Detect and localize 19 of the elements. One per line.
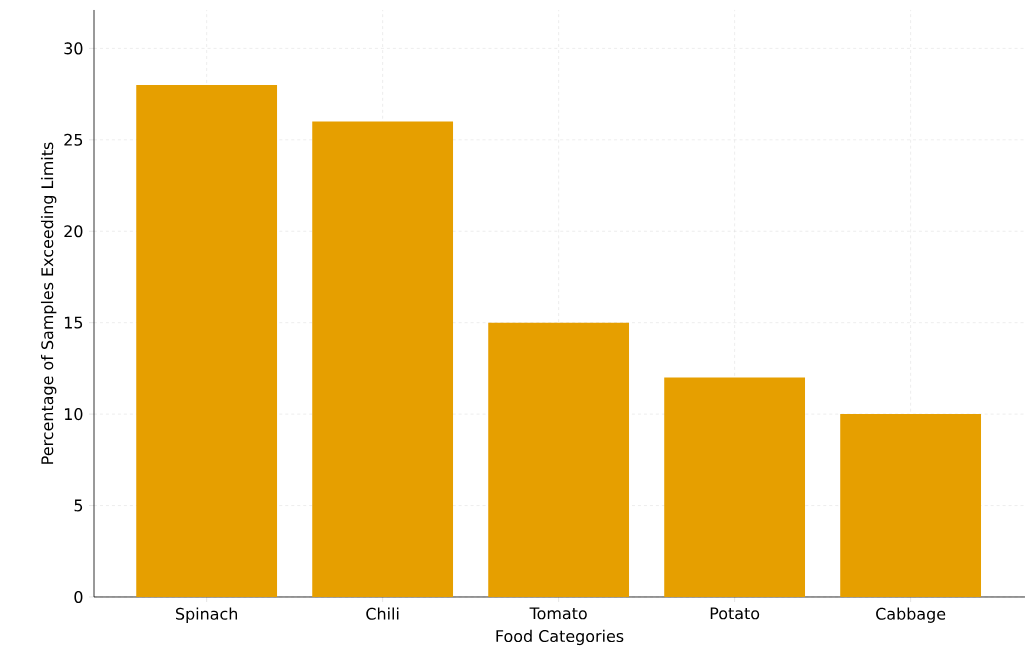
bar (488, 322, 630, 597)
bar (312, 121, 454, 597)
y-tick-label: 30 (64, 42, 83, 55)
y-tick-label: 15 (64, 316, 83, 329)
y-tick-label: 5 (74, 499, 83, 512)
x-tick-label: Spinach (175, 607, 238, 623)
bar (840, 414, 982, 597)
y-tick-label: 0 (74, 590, 83, 604)
bar (136, 84, 278, 597)
bar (664, 377, 806, 597)
y-tick-label: 25 (64, 133, 83, 146)
x-tick-label: Chili (366, 607, 399, 620)
x-tick-label: Potato (710, 607, 760, 620)
x-tick-label: Cabbage (876, 607, 946, 623)
x-tick-label: Tomato (529, 607, 587, 620)
y-tick-label: 20 (64, 225, 83, 238)
y-tick-label: 10 (64, 408, 83, 421)
x-axis-title: Food Categories (496, 629, 624, 646)
y-axis-title: Percentage of Samples Exceeding Limits (40, 142, 57, 464)
